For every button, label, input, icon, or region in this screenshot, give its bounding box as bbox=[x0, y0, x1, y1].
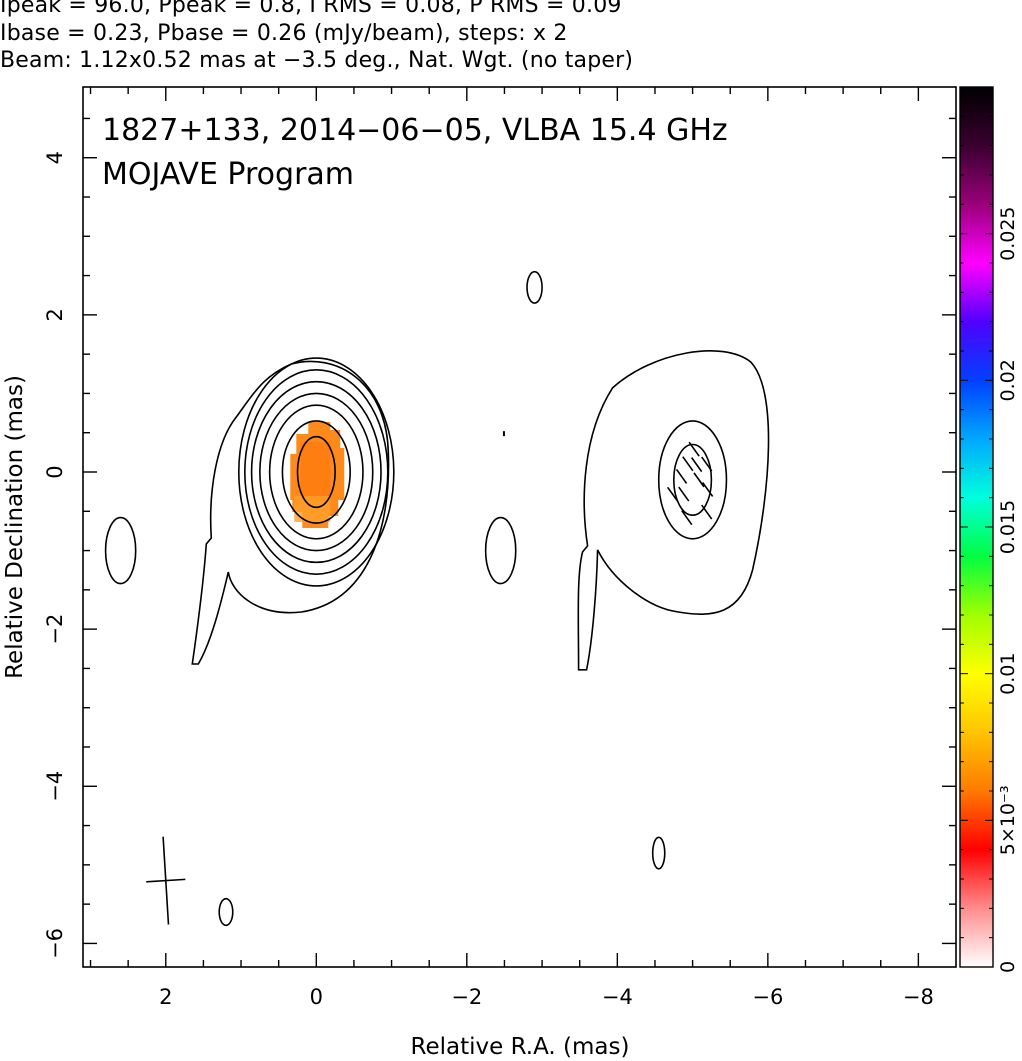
core-contour-1 bbox=[296, 435, 336, 509]
x-tick-label: 0 bbox=[310, 985, 323, 1009]
axes-layer: 2 0 −2 −4 −6 −8 4 2 0 −2 −4 −6 bbox=[43, 86, 957, 1009]
polarization-layer bbox=[290, 422, 345, 528]
polarization-vector bbox=[688, 441, 700, 457]
contour-island-4 bbox=[651, 836, 666, 870]
contour-island-2 bbox=[484, 516, 517, 585]
polarized-intensity-core bbox=[300, 442, 331, 502]
jet-knot-contour-1 bbox=[672, 443, 713, 517]
polarization-vector bbox=[701, 456, 713, 472]
colorbar-tick-label: 0.02 bbox=[997, 359, 1019, 401]
contour-layer bbox=[104, 270, 770, 927]
beam-minor-axis bbox=[146, 878, 186, 883]
chart-title-line-1: 1827+133, 2014−06−05, VLBA 15.4 GHz bbox=[102, 113, 728, 148]
x-tick-label: −6 bbox=[752, 985, 783, 1009]
x-tick-label: 2 bbox=[159, 985, 172, 1009]
header-line-2: Ibase = 0.23, Pbase = 0.26 (mJy/beam), s… bbox=[0, 21, 568, 46]
polarization-vector bbox=[678, 486, 690, 502]
polarization-vector bbox=[675, 468, 688, 484]
colorbar: 0 5×10⁻³ 0.01 0.015 0.02 0.025 bbox=[959, 86, 1019, 973]
core-contour-7 bbox=[237, 357, 395, 587]
polarized-intensity-tail bbox=[294, 496, 331, 522]
y-tick-label: −2 bbox=[43, 614, 67, 645]
contour-island-3 bbox=[526, 270, 543, 304]
colorbar-tick-label: 0.01 bbox=[997, 653, 1019, 695]
contour-island-5 bbox=[218, 897, 234, 927]
chart-title-line-2: MOJAVE Program bbox=[102, 157, 354, 192]
core-outer-contour bbox=[191, 360, 390, 665]
polarization-vector bbox=[682, 456, 694, 472]
plot-frame bbox=[82, 86, 957, 968]
x-tick-label: −8 bbox=[903, 985, 934, 1009]
polarization-vector bbox=[701, 504, 713, 520]
polarization-vector bbox=[693, 472, 705, 488]
core-contour-4 bbox=[259, 392, 374, 552]
jet-knot-contour-2 bbox=[657, 420, 728, 540]
contour-island-1 bbox=[104, 516, 137, 585]
y-tick-label: 4 bbox=[43, 151, 67, 164]
polarization-vector bbox=[681, 510, 693, 526]
contour-speck bbox=[502, 431, 505, 437]
polarization-vector bbox=[701, 481, 714, 497]
colorbar-tick-label: 0.015 bbox=[997, 500, 1019, 554]
core-contour-5 bbox=[250, 380, 382, 564]
y-tick-label: −6 bbox=[43, 928, 67, 959]
core-contour-3 bbox=[268, 404, 364, 540]
colorbar-tick-label: 5×10⁻³ bbox=[997, 785, 1019, 855]
y-tick-label: −4 bbox=[43, 771, 67, 802]
polarization-vector bbox=[666, 486, 679, 502]
core-contour-2 bbox=[281, 420, 351, 524]
y-tick-label: 2 bbox=[43, 308, 67, 321]
y-tick-label: 0 bbox=[43, 465, 67, 478]
y-axis-label: Relative Declination (mas) bbox=[2, 375, 28, 679]
header-line-3: Beam: 1.12x0.52 mas at −3.5 deg., Nat. W… bbox=[0, 48, 634, 73]
header-line-1: Ipeak = 96.0, Ppeak = 0.8, I RMS = 0.08,… bbox=[0, 0, 622, 18]
x-tick-label: −2 bbox=[451, 985, 482, 1009]
x-axis-label: Relative R.A. (mas) bbox=[411, 1034, 630, 1060]
colorbar-tick-label: 0 bbox=[997, 961, 1019, 973]
x-tick-label: −4 bbox=[602, 985, 633, 1009]
jet-outer-contour bbox=[577, 350, 770, 671]
colorbar-tick-label: 0.025 bbox=[997, 206, 1019, 260]
polarization-vector bbox=[691, 457, 703, 473]
